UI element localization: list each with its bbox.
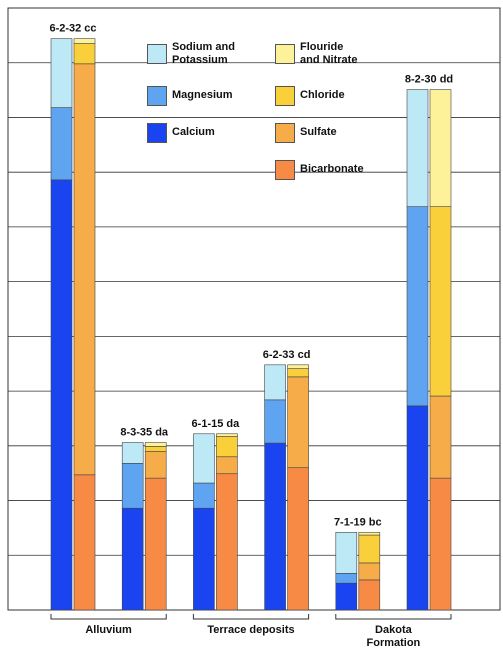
- bar-segment: [121, 463, 144, 509]
- legend-label: Calcium: [172, 126, 215, 138]
- bar-segment: [287, 467, 309, 611]
- bar-segment: [216, 456, 238, 475]
- legend-label: Sodium and Potassium: [172, 41, 235, 66]
- legend-swatch: [147, 44, 167, 64]
- group-label: Terrace deposits: [207, 624, 294, 636]
- bar-segment: [429, 89, 452, 207]
- category-label: 6-2-32 cc: [49, 23, 96, 35]
- group-bracket: [335, 614, 452, 620]
- legend-label: Sulfate: [300, 126, 337, 138]
- bar-segment: [73, 43, 96, 65]
- bar-segment: [335, 573, 358, 584]
- bar-segment: [144, 442, 167, 447]
- legend-swatch: [147, 123, 167, 143]
- legend-swatch: [275, 44, 295, 64]
- category-label: 6-1-15 da: [192, 418, 241, 430]
- category-label: 8-3-35 da: [120, 427, 169, 439]
- group-bracket: [50, 614, 167, 620]
- category-label: 8-2-30 dd: [405, 74, 453, 86]
- bar-segment: [429, 206, 452, 397]
- bar-segment: [406, 405, 429, 611]
- category-label: 7-1-19 bc: [334, 516, 382, 528]
- legend-label: Magnesium: [172, 89, 233, 101]
- group-label: Alluvium: [85, 624, 132, 636]
- bar-segment: [264, 364, 286, 401]
- bar-segment: [50, 107, 73, 181]
- bar-segment: [358, 534, 381, 564]
- bar-segment: [73, 38, 96, 44]
- bar-segment: [121, 507, 144, 611]
- legend-label: Chloride: [300, 89, 345, 101]
- bar-segment: [287, 364, 309, 369]
- bar-segment: [358, 531, 381, 536]
- category-label: 6-2-33 cd: [263, 349, 311, 361]
- legend-label: Bicarbonate: [300, 163, 364, 175]
- bar-segment: [216, 436, 238, 458]
- bar-segment: [144, 446, 167, 452]
- bar-segment: [287, 376, 309, 469]
- bar-segment: [121, 442, 144, 464]
- bar-segment: [144, 450, 167, 479]
- legend-swatch: [147, 86, 167, 106]
- group-label: Dakota Formation: [367, 624, 421, 649]
- bar-segment: [193, 433, 215, 484]
- legend-swatch: [275, 123, 295, 143]
- legend-swatch: [275, 160, 295, 180]
- bar-segment: [193, 507, 215, 611]
- bar-segment: [335, 582, 358, 611]
- bar-segment: [429, 477, 452, 611]
- bar-segment: [358, 579, 381, 611]
- bar-segment: [216, 433, 238, 437]
- bar-segment: [50, 179, 73, 611]
- bar-segment: [144, 477, 167, 611]
- bar-segment: [287, 368, 309, 378]
- bar-segment: [50, 38, 73, 108]
- bar-segment: [358, 562, 381, 581]
- bar-segment: [406, 206, 429, 407]
- group-bracket: [192, 614, 310, 620]
- bar-segment: [73, 63, 96, 476]
- bar-segment: [73, 474, 96, 611]
- bar-segment: [429, 395, 452, 479]
- legend-label: Flouride and Nitrate: [300, 41, 358, 66]
- plot-frame: [7, 7, 501, 611]
- bar-segment: [193, 482, 215, 509]
- bar-segment: [264, 442, 286, 611]
- bar-segment: [216, 473, 238, 611]
- legend-swatch: [275, 86, 295, 106]
- bar-segment: [335, 531, 358, 574]
- bar-segment: [264, 399, 286, 444]
- bar-segment: [406, 89, 429, 207]
